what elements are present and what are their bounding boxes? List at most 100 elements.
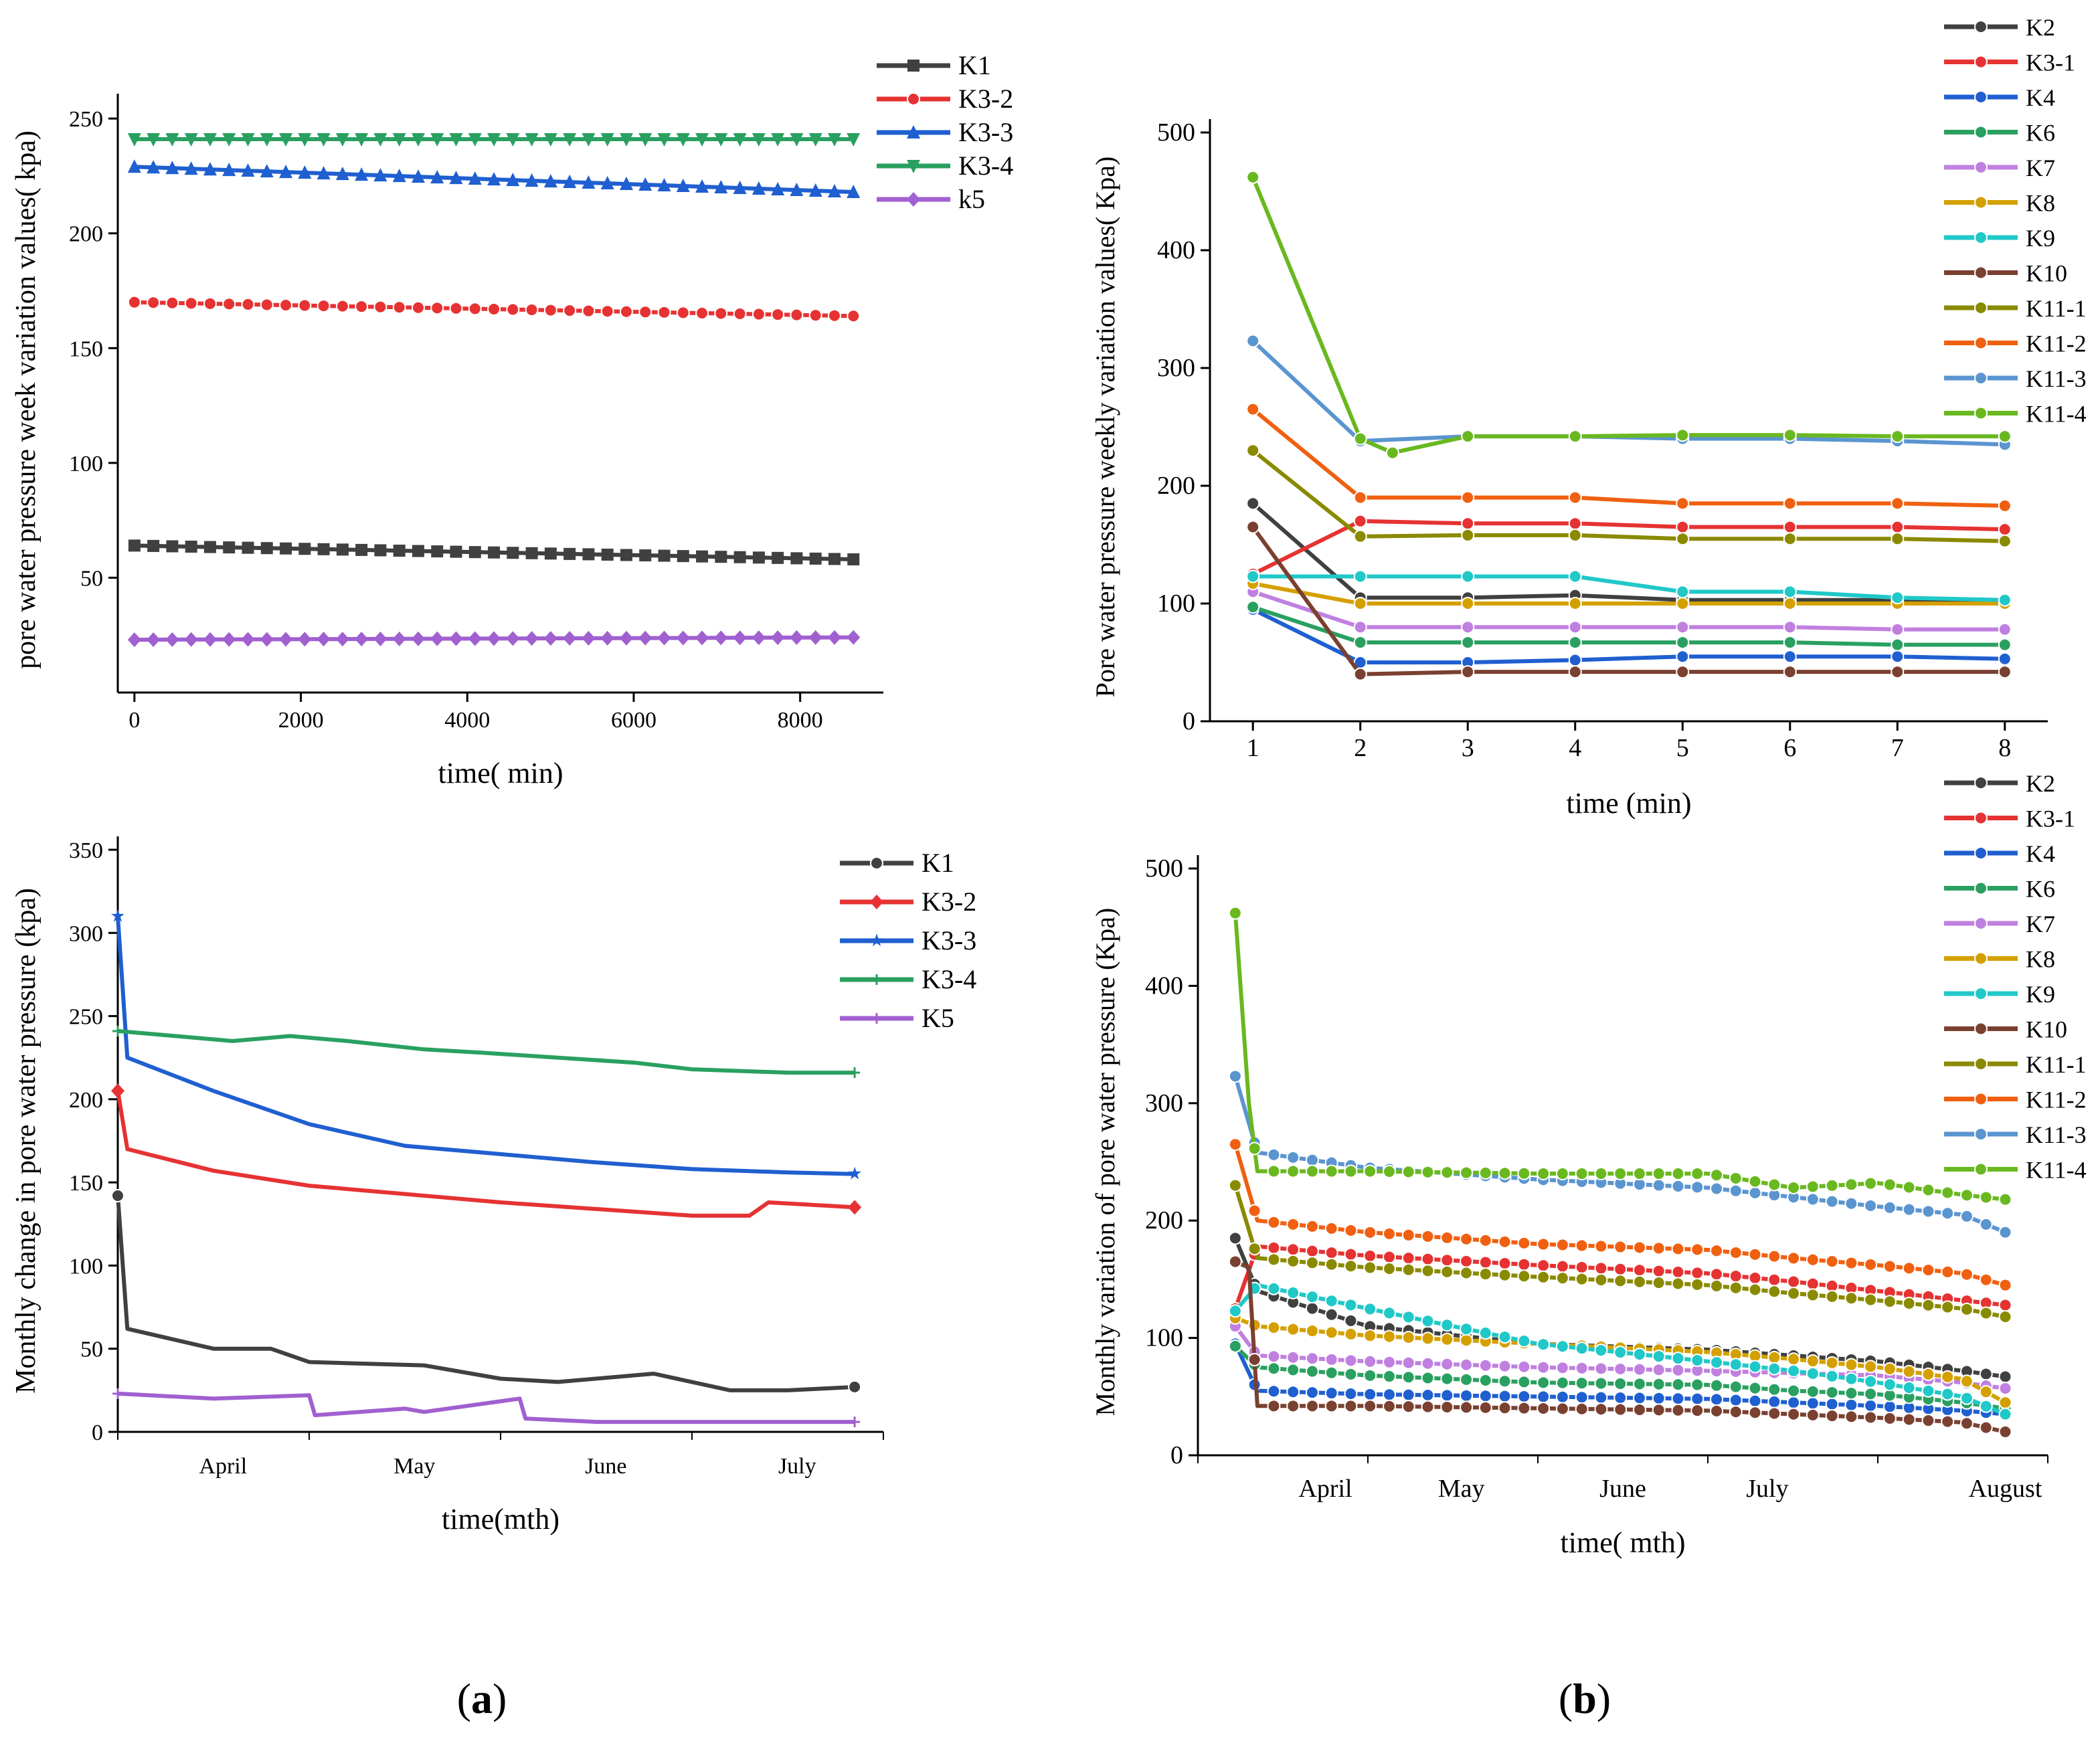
data-point — [600, 133, 614, 147]
data-point — [1575, 1376, 1589, 1390]
data-point — [1613, 1240, 1628, 1254]
data-point — [1729, 1246, 1743, 1260]
data-point — [393, 544, 406, 557]
x-category-label: August — [1969, 1475, 2042, 1503]
data-point — [1246, 170, 1260, 184]
x-category-label: July — [1746, 1475, 1788, 1503]
series-line — [1251, 502, 2005, 606]
data-point — [1228, 1137, 1242, 1152]
data-point — [1228, 1304, 1242, 1318]
data-point — [677, 550, 689, 563]
data-point — [1806, 1396, 1820, 1410]
data-point — [1267, 1321, 1281, 1335]
data-point — [1652, 1276, 1666, 1290]
data-point — [1286, 1385, 1300, 1399]
data-point — [1748, 1360, 1762, 1374]
data-point — [127, 133, 141, 147]
series-k6 — [1228, 1339, 2012, 1415]
data-point — [1941, 1387, 1955, 1401]
data-point — [1998, 593, 2012, 607]
data-point — [1555, 1390, 1569, 1404]
data-point — [1353, 597, 1367, 610]
legend-swatch-marker — [1974, 1057, 1988, 1071]
data-point — [1783, 597, 1797, 610]
data-point — [638, 133, 652, 147]
data-point — [1941, 1300, 1955, 1314]
series-line — [1233, 913, 2006, 1202]
data-point — [1498, 1330, 1512, 1344]
data-point — [1286, 1399, 1300, 1413]
data-point — [1461, 517, 1475, 531]
data-point — [506, 631, 520, 646]
data-point — [1460, 1372, 1474, 1386]
data-point — [1421, 1356, 1435, 1370]
data-point — [1460, 1166, 1474, 1180]
data-point — [1246, 444, 1260, 458]
y-tick-label: 300 — [1145, 1089, 1183, 1117]
data-point — [298, 133, 312, 147]
data-point — [696, 550, 709, 563]
data-point — [487, 172, 501, 186]
data-point — [1344, 1164, 1358, 1178]
data-point — [355, 167, 369, 181]
data-point — [487, 133, 501, 147]
legend-label: K6 — [2026, 120, 2055, 147]
series-line — [117, 1391, 855, 1425]
legend-label: K3-4 — [958, 151, 1013, 181]
data-point — [1498, 1257, 1512, 1271]
data-point — [1671, 1277, 1685, 1291]
data-point — [279, 165, 293, 179]
data-point — [714, 630, 728, 646]
data-point — [1537, 1401, 1551, 1415]
data-point — [1246, 496, 1260, 511]
data-point — [1267, 1241, 1281, 1255]
data-point — [1690, 1243, 1704, 1257]
data-point — [1246, 334, 1260, 348]
data-point — [165, 296, 179, 310]
data-point — [1498, 1401, 1512, 1415]
data-point — [1363, 1249, 1377, 1263]
series-k11-2 — [1228, 1137, 2012, 1292]
x-tick-label: 4 — [1569, 734, 1581, 762]
data-point — [1676, 620, 1690, 634]
data-point — [1440, 1265, 1454, 1279]
data-point — [771, 133, 785, 147]
legend-label: K8 — [2026, 190, 2055, 217]
data-point — [1324, 1386, 1338, 1400]
data-point — [1401, 1310, 1415, 1324]
data-point — [1806, 1180, 1820, 1194]
data-point — [1671, 1167, 1685, 1181]
legend-swatch-marker — [1974, 1022, 1988, 1036]
chart-a-bottom: 0 50 100 150 200 250 300 350 April May June July tim… — [11, 836, 976, 1536]
data-point — [638, 177, 652, 191]
series-k1 — [111, 1189, 862, 1394]
data-point — [808, 133, 822, 147]
data-point — [1729, 1358, 1743, 1372]
data-point — [1671, 1265, 1685, 1279]
data-point — [1783, 428, 1797, 442]
series-line — [1251, 448, 2005, 543]
data-point — [1461, 665, 1475, 679]
data-point — [828, 553, 841, 565]
data-point — [1676, 650, 1690, 664]
data-point — [1979, 1190, 1993, 1204]
data-point — [1787, 1407, 1801, 1421]
y-tick-label: 500 — [1145, 854, 1183, 883]
data-point — [714, 133, 728, 147]
data-point — [1891, 496, 1905, 511]
y-tick-label: 100 — [69, 1254, 103, 1279]
legend-swatch-marker — [871, 974, 882, 985]
data-point — [1883, 1295, 1897, 1309]
data-point — [695, 630, 709, 646]
series-k5 — [127, 630, 861, 648]
data-point — [1228, 1255, 1242, 1269]
panel-label-b: (b) — [1559, 1675, 1611, 1722]
data-point — [847, 133, 861, 147]
data-point — [373, 300, 387, 314]
data-point — [1478, 1255, 1492, 1269]
series-line — [116, 1090, 855, 1218]
data-point — [1421, 1229, 1435, 1243]
data-point — [1883, 1388, 1897, 1402]
data-point — [1998, 1370, 2012, 1384]
data-point — [1568, 597, 1582, 610]
